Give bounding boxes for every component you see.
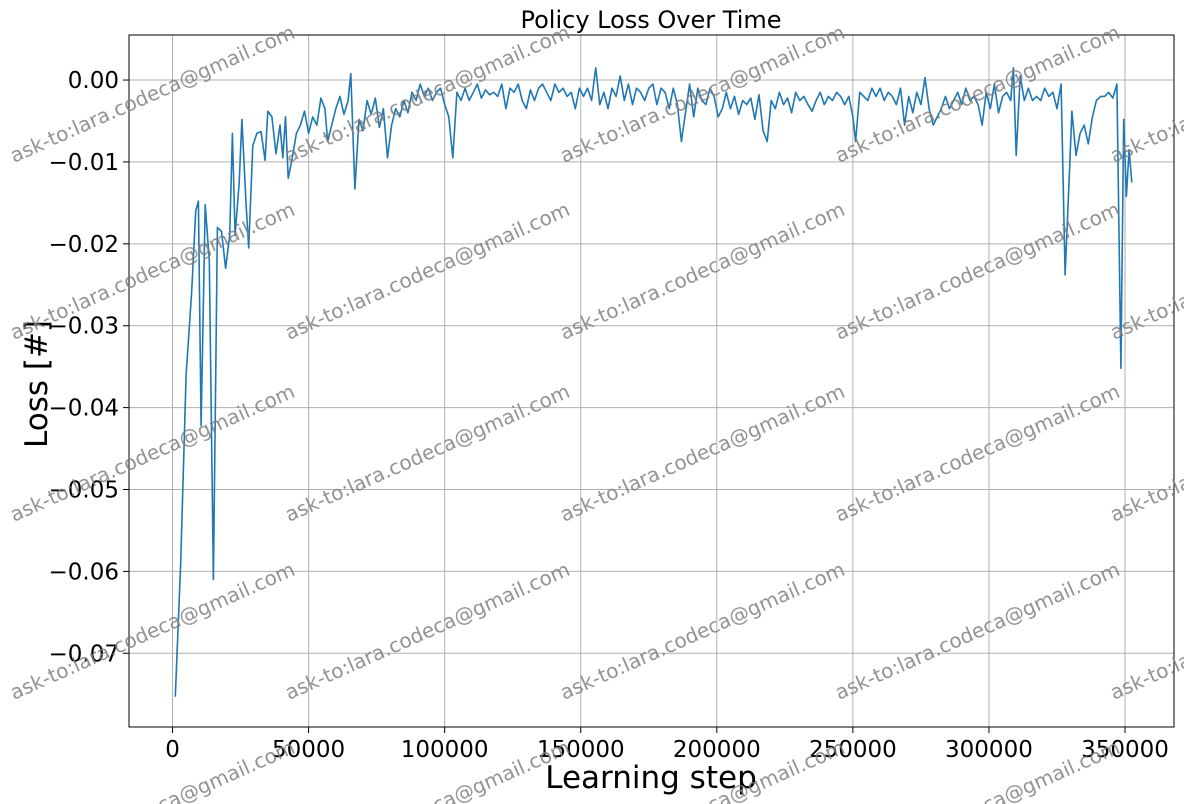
x-axis: 0 50000 100000 150000 200000 250000 300000 3500… xyxy=(165,727,1169,763)
x-tick-label: 250000 xyxy=(809,737,897,763)
x-axis-label: Learning step xyxy=(545,760,757,796)
plot-frame xyxy=(128,34,1175,728)
x-tick-label: 300000 xyxy=(945,737,1033,763)
y-tick-label: 0.00 xyxy=(68,68,119,94)
series-line-policy_loss xyxy=(174,67,1133,697)
y-axis-label: Loss [#] xyxy=(19,320,55,448)
data-series xyxy=(174,67,1133,697)
y-axis: 0.00 −0.01 −0.02 −0.03 −0.04 −0.05 −0.06 −0.07 xyxy=(49,68,129,667)
x-tick-label: 200000 xyxy=(673,737,761,763)
x-tick-label: 100000 xyxy=(401,737,489,763)
y-tick-label: −0.02 xyxy=(49,232,119,258)
y-tick-label: −0.03 xyxy=(49,314,119,340)
y-tick-label: −0.07 xyxy=(49,641,119,667)
y-tick-label: −0.05 xyxy=(49,478,119,504)
y-tick-label: −0.01 xyxy=(49,150,119,176)
y-tick-label: −0.04 xyxy=(49,396,119,422)
x-tick-label: 150000 xyxy=(537,737,625,763)
y-tick-label: −0.06 xyxy=(49,559,119,585)
x-tick-label: 0 xyxy=(165,737,180,763)
chart-title: Policy Loss Over Time xyxy=(520,6,781,34)
x-tick-label: 50000 xyxy=(272,737,345,763)
x-tick-label: 350000 xyxy=(1081,737,1169,763)
